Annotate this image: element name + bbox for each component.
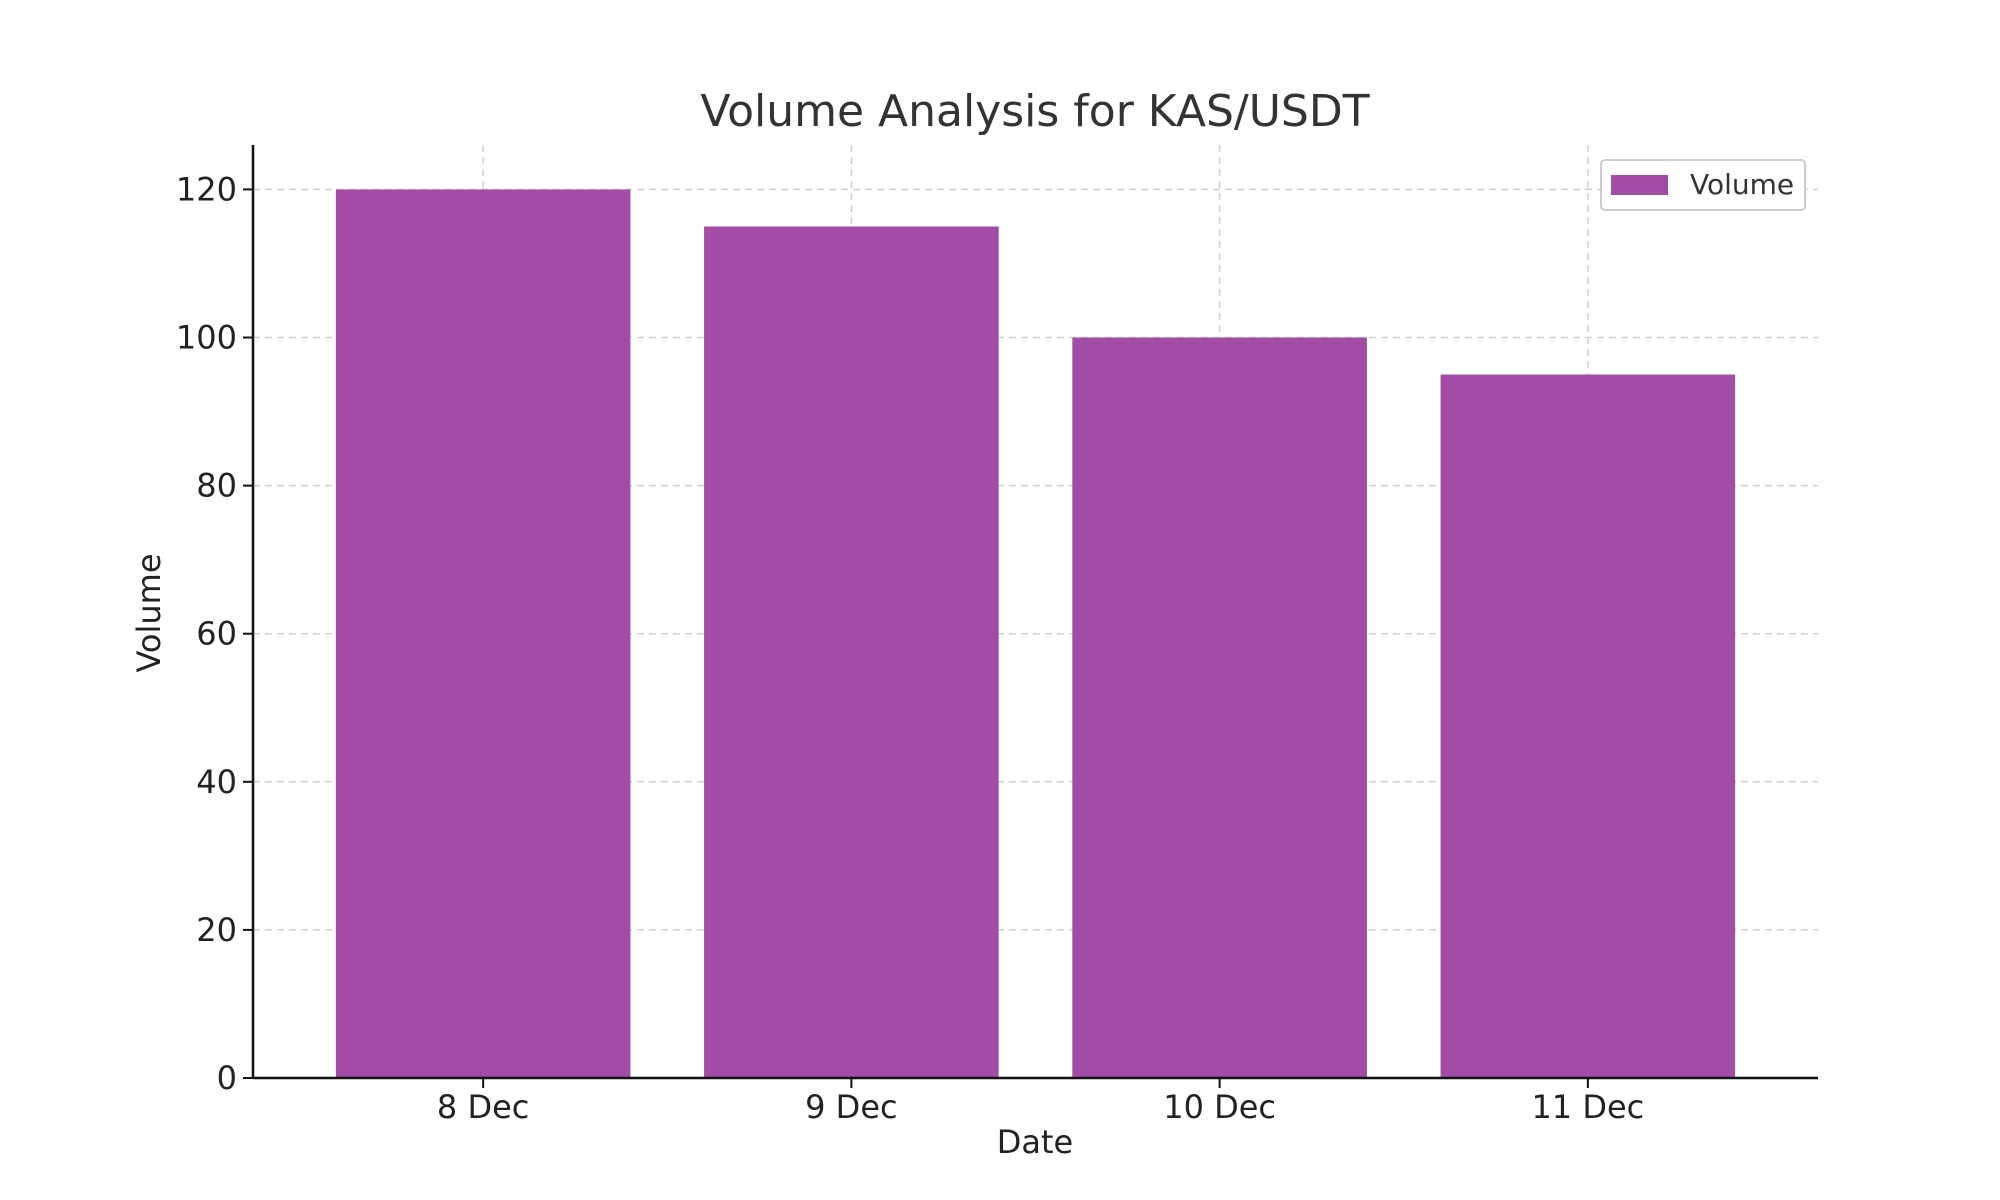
y-tick-label: 120 [176, 170, 237, 208]
bars [335, 189, 1736, 1078]
bar-8-dec [335, 189, 631, 1078]
y-tick-label: 0 [217, 1059, 237, 1097]
legend-swatch [1611, 175, 1668, 195]
x-tick-label: 8 Dec [437, 1088, 529, 1126]
axes [251, 145, 1818, 1080]
legend-frame [1600, 159, 1806, 211]
y-tick-label: 40 [196, 763, 237, 801]
y-tick-label: 20 [196, 911, 237, 949]
legend: Volume [1600, 159, 1806, 211]
x-tick-label: 10 Dec [1163, 1088, 1276, 1126]
bar-10-dec [1072, 337, 1367, 1078]
y-tick-label: 100 [176, 319, 237, 357]
y-tick-label: 60 [196, 615, 237, 653]
legend-label: Volume [1690, 168, 1794, 201]
bar-9-dec [704, 226, 999, 1078]
bar-11-dec [1440, 374, 1736, 1078]
y-axis-label: Volume [130, 553, 168, 672]
x-tick-label: 9 Dec [805, 1088, 897, 1126]
y-tick-label: 80 [196, 467, 237, 505]
x-tick-labels: 8 Dec 9 Dec 10 Dec 11 Dec [437, 1078, 1644, 1126]
x-axis-label: Date [997, 1123, 1073, 1161]
grid-lines [253, 145, 1818, 1078]
chart-title: Volume Analysis for KAS/USDT [700, 86, 1369, 137]
y-tick-labels: 0 20 40 60 80 100 120 [176, 170, 253, 1097]
x-tick-label: 11 Dec [1531, 1088, 1644, 1126]
